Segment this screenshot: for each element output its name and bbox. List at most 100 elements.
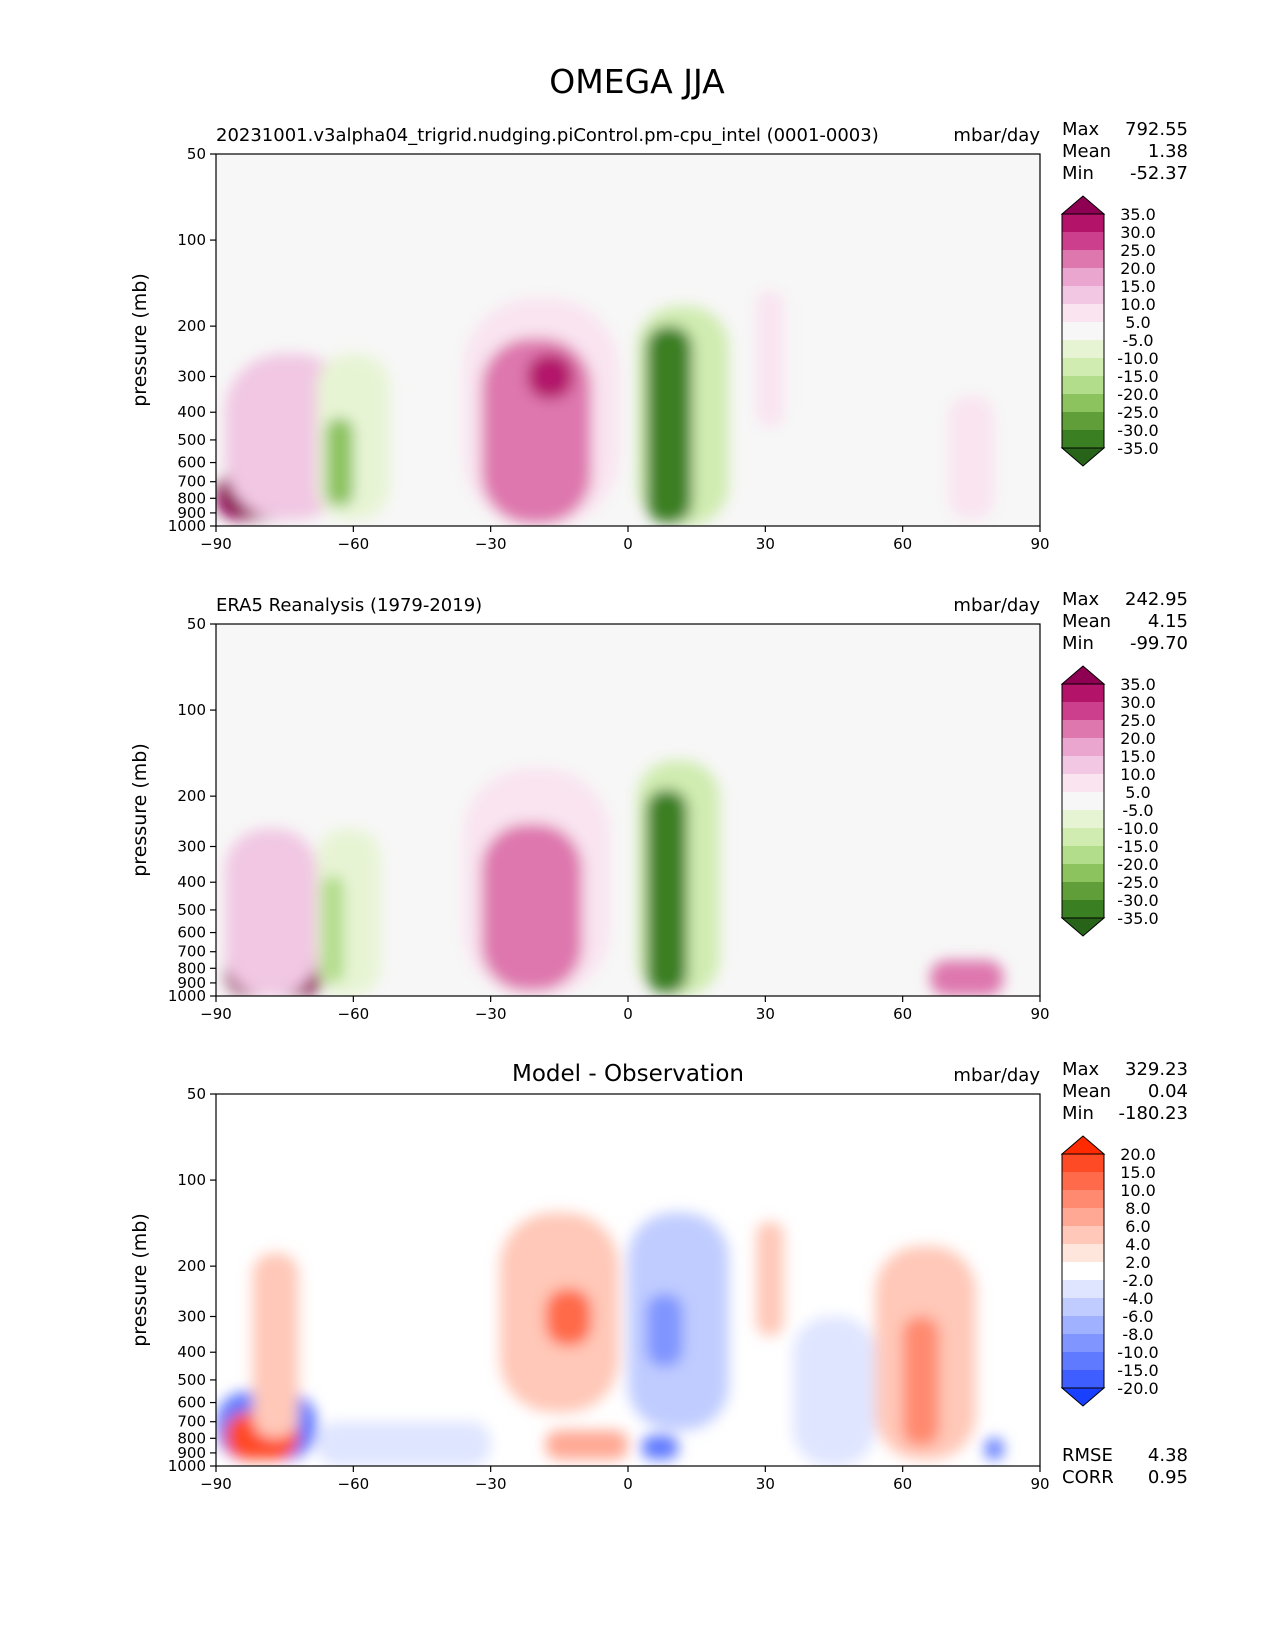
- stat-mean: 4.15: [1148, 611, 1188, 632]
- colorbar-label: 15.0: [1120, 1163, 1156, 1182]
- stats-model: Max 792.55 Mean 1.38 Min -52.37: [1062, 119, 1188, 184]
- stat-max: 792.55: [1125, 119, 1188, 140]
- colorbar-label: 6.0: [1125, 1217, 1150, 1236]
- colorbar-label: 10.0: [1120, 765, 1156, 784]
- y-tick-label: 500: [177, 901, 206, 919]
- x-tick-label: −60: [338, 1475, 370, 1493]
- colorbar-segment: [1062, 738, 1104, 756]
- x-tick-label: −30: [475, 1475, 507, 1493]
- y-tick-label: 900: [177, 974, 206, 992]
- x-tick-label: 30: [756, 1005, 775, 1023]
- x-tick-label: −90: [200, 535, 232, 553]
- colorbar-label: 4.0: [1125, 1235, 1150, 1254]
- contour-region-5: [545, 1288, 592, 1346]
- colorbar-label: -15.0: [1117, 367, 1158, 386]
- colorbar-label: -15.0: [1117, 1361, 1158, 1380]
- y-tick-label: 50: [187, 145, 206, 163]
- y-tick-label: 100: [177, 1171, 206, 1189]
- colorbar-label: -15.0: [1117, 837, 1158, 856]
- colorbar-frame: [1061, 1153, 1105, 1389]
- x-tick-label: −60: [338, 1005, 370, 1023]
- colorbar-label: -25.0: [1117, 873, 1158, 892]
- y-tick-label: 700: [177, 1413, 206, 1431]
- y-tick-label: 600: [177, 1394, 206, 1412]
- y-tick-label: 800: [177, 1429, 206, 1447]
- colorbar-label: -35.0: [1117, 439, 1158, 458]
- colorbar-segment: [1062, 322, 1104, 340]
- colorbar-label: 10.0: [1120, 295, 1156, 314]
- colorbar-label: -6.0: [1122, 1307, 1153, 1326]
- colorbar-label: -10.0: [1117, 819, 1158, 838]
- y-tick-label: 200: [177, 1257, 206, 1275]
- y-tick-label: 50: [187, 1085, 206, 1103]
- colorbar-label: 20.0: [1120, 1145, 1156, 1164]
- colorbar-segment: [1062, 340, 1104, 358]
- colorbar-segment: [1062, 1352, 1104, 1370]
- y-tick-label: 300: [177, 1307, 206, 1325]
- stat-min: -52.37: [1130, 163, 1188, 184]
- panel-title-observation: ERA5 Reanalysis (1979-2019): [216, 595, 482, 616]
- y-tick-label: 100: [177, 701, 206, 719]
- colorbar-label: -30.0: [1117, 891, 1158, 910]
- contour-region-1: [225, 828, 317, 996]
- x-tick-label: −90: [200, 1005, 232, 1023]
- contour-region-11: [792, 1316, 876, 1466]
- stat-corr: 0.95: [1148, 1467, 1188, 1488]
- x-tick-label: 60: [893, 1475, 912, 1493]
- colorbar-segment: [1062, 1208, 1104, 1226]
- colorbar-label: 25.0: [1120, 711, 1156, 730]
- colorbar-label: 20.0: [1120, 259, 1156, 278]
- stat-min: -180.23: [1119, 1103, 1188, 1124]
- contour-region-3: [321, 875, 345, 983]
- panel-title-model: 20231001.v3alpha04_trigrid.nudging.piCon…: [216, 125, 879, 146]
- figure-title: OMEGA JJA: [549, 62, 725, 101]
- colorbar-segment: [1062, 394, 1104, 412]
- colorbar-extend-bottom: [1060, 1387, 1106, 1407]
- y-axis-label-model: pressure (mb): [129, 273, 151, 407]
- y-tick-label: 1000: [168, 1457, 206, 1475]
- x-axis-observation: −90 −60 −30 0 30 60 90: [200, 996, 1050, 1023]
- colorbar-segment: [1062, 1190, 1104, 1208]
- x-axis-model: −90 −60 −30 0 30 60 90: [200, 526, 1050, 553]
- y-tick-label: 400: [177, 1343, 206, 1361]
- contour-region-7: [646, 789, 688, 994]
- y-tick-label: 500: [177, 431, 206, 449]
- svg-text:Min: Min: [1062, 163, 1094, 184]
- colorbar-segment: [1062, 1316, 1104, 1334]
- colorbar-segment: [1062, 1244, 1104, 1262]
- colorbar-segment: [1062, 250, 1104, 268]
- svg-text:Max: Max: [1062, 119, 1100, 140]
- contour-region-10: [756, 1221, 784, 1336]
- y-tick-label: 1000: [168, 517, 206, 535]
- colorbar-segment: [1062, 1262, 1104, 1280]
- colorbar-segment: [1062, 702, 1104, 720]
- x-tick-label: 0: [623, 1005, 633, 1023]
- y-tick-label: 900: [177, 1444, 206, 1462]
- colorbar-label: -20.0: [1117, 1379, 1158, 1398]
- colorbar-segment: [1062, 1154, 1104, 1172]
- contour-region-13: [902, 1316, 940, 1446]
- y-tick-label: 200: [177, 787, 206, 805]
- x-tick-label: −30: [475, 535, 507, 553]
- colorbar-label: 20.0: [1120, 729, 1156, 748]
- colorbar-label: -20.0: [1117, 385, 1158, 404]
- panel-observation: ERA5 Reanalysis (1979-2019) mbar/day 50 1…: [129, 589, 1188, 1023]
- x-tick-label: −30: [475, 1005, 507, 1023]
- colorbar-label: -10.0: [1117, 349, 1158, 368]
- x-tick-label: 30: [756, 535, 775, 553]
- colorbar-segment: [1062, 1298, 1104, 1316]
- colorbar-segment: [1062, 304, 1104, 322]
- stat-mean: 0.04: [1148, 1081, 1188, 1102]
- colorbar-label: 10.0: [1120, 1181, 1156, 1200]
- units-label-model: mbar/day: [953, 125, 1040, 146]
- y-tick-label: 800: [177, 959, 206, 977]
- stats-difference: Max 329.23 Mean 0.04 Min -180.23: [1062, 1059, 1188, 1124]
- y-tick-label: 700: [177, 943, 206, 961]
- x-tick-label: −60: [338, 535, 370, 553]
- contour-region-5: [481, 823, 583, 991]
- x-tick-label: 90: [1030, 1475, 1049, 1493]
- colorbar-label: -4.0: [1122, 1289, 1153, 1308]
- colorbar-segment: [1062, 232, 1104, 250]
- svg-text:Mean: Mean: [1062, 1081, 1111, 1102]
